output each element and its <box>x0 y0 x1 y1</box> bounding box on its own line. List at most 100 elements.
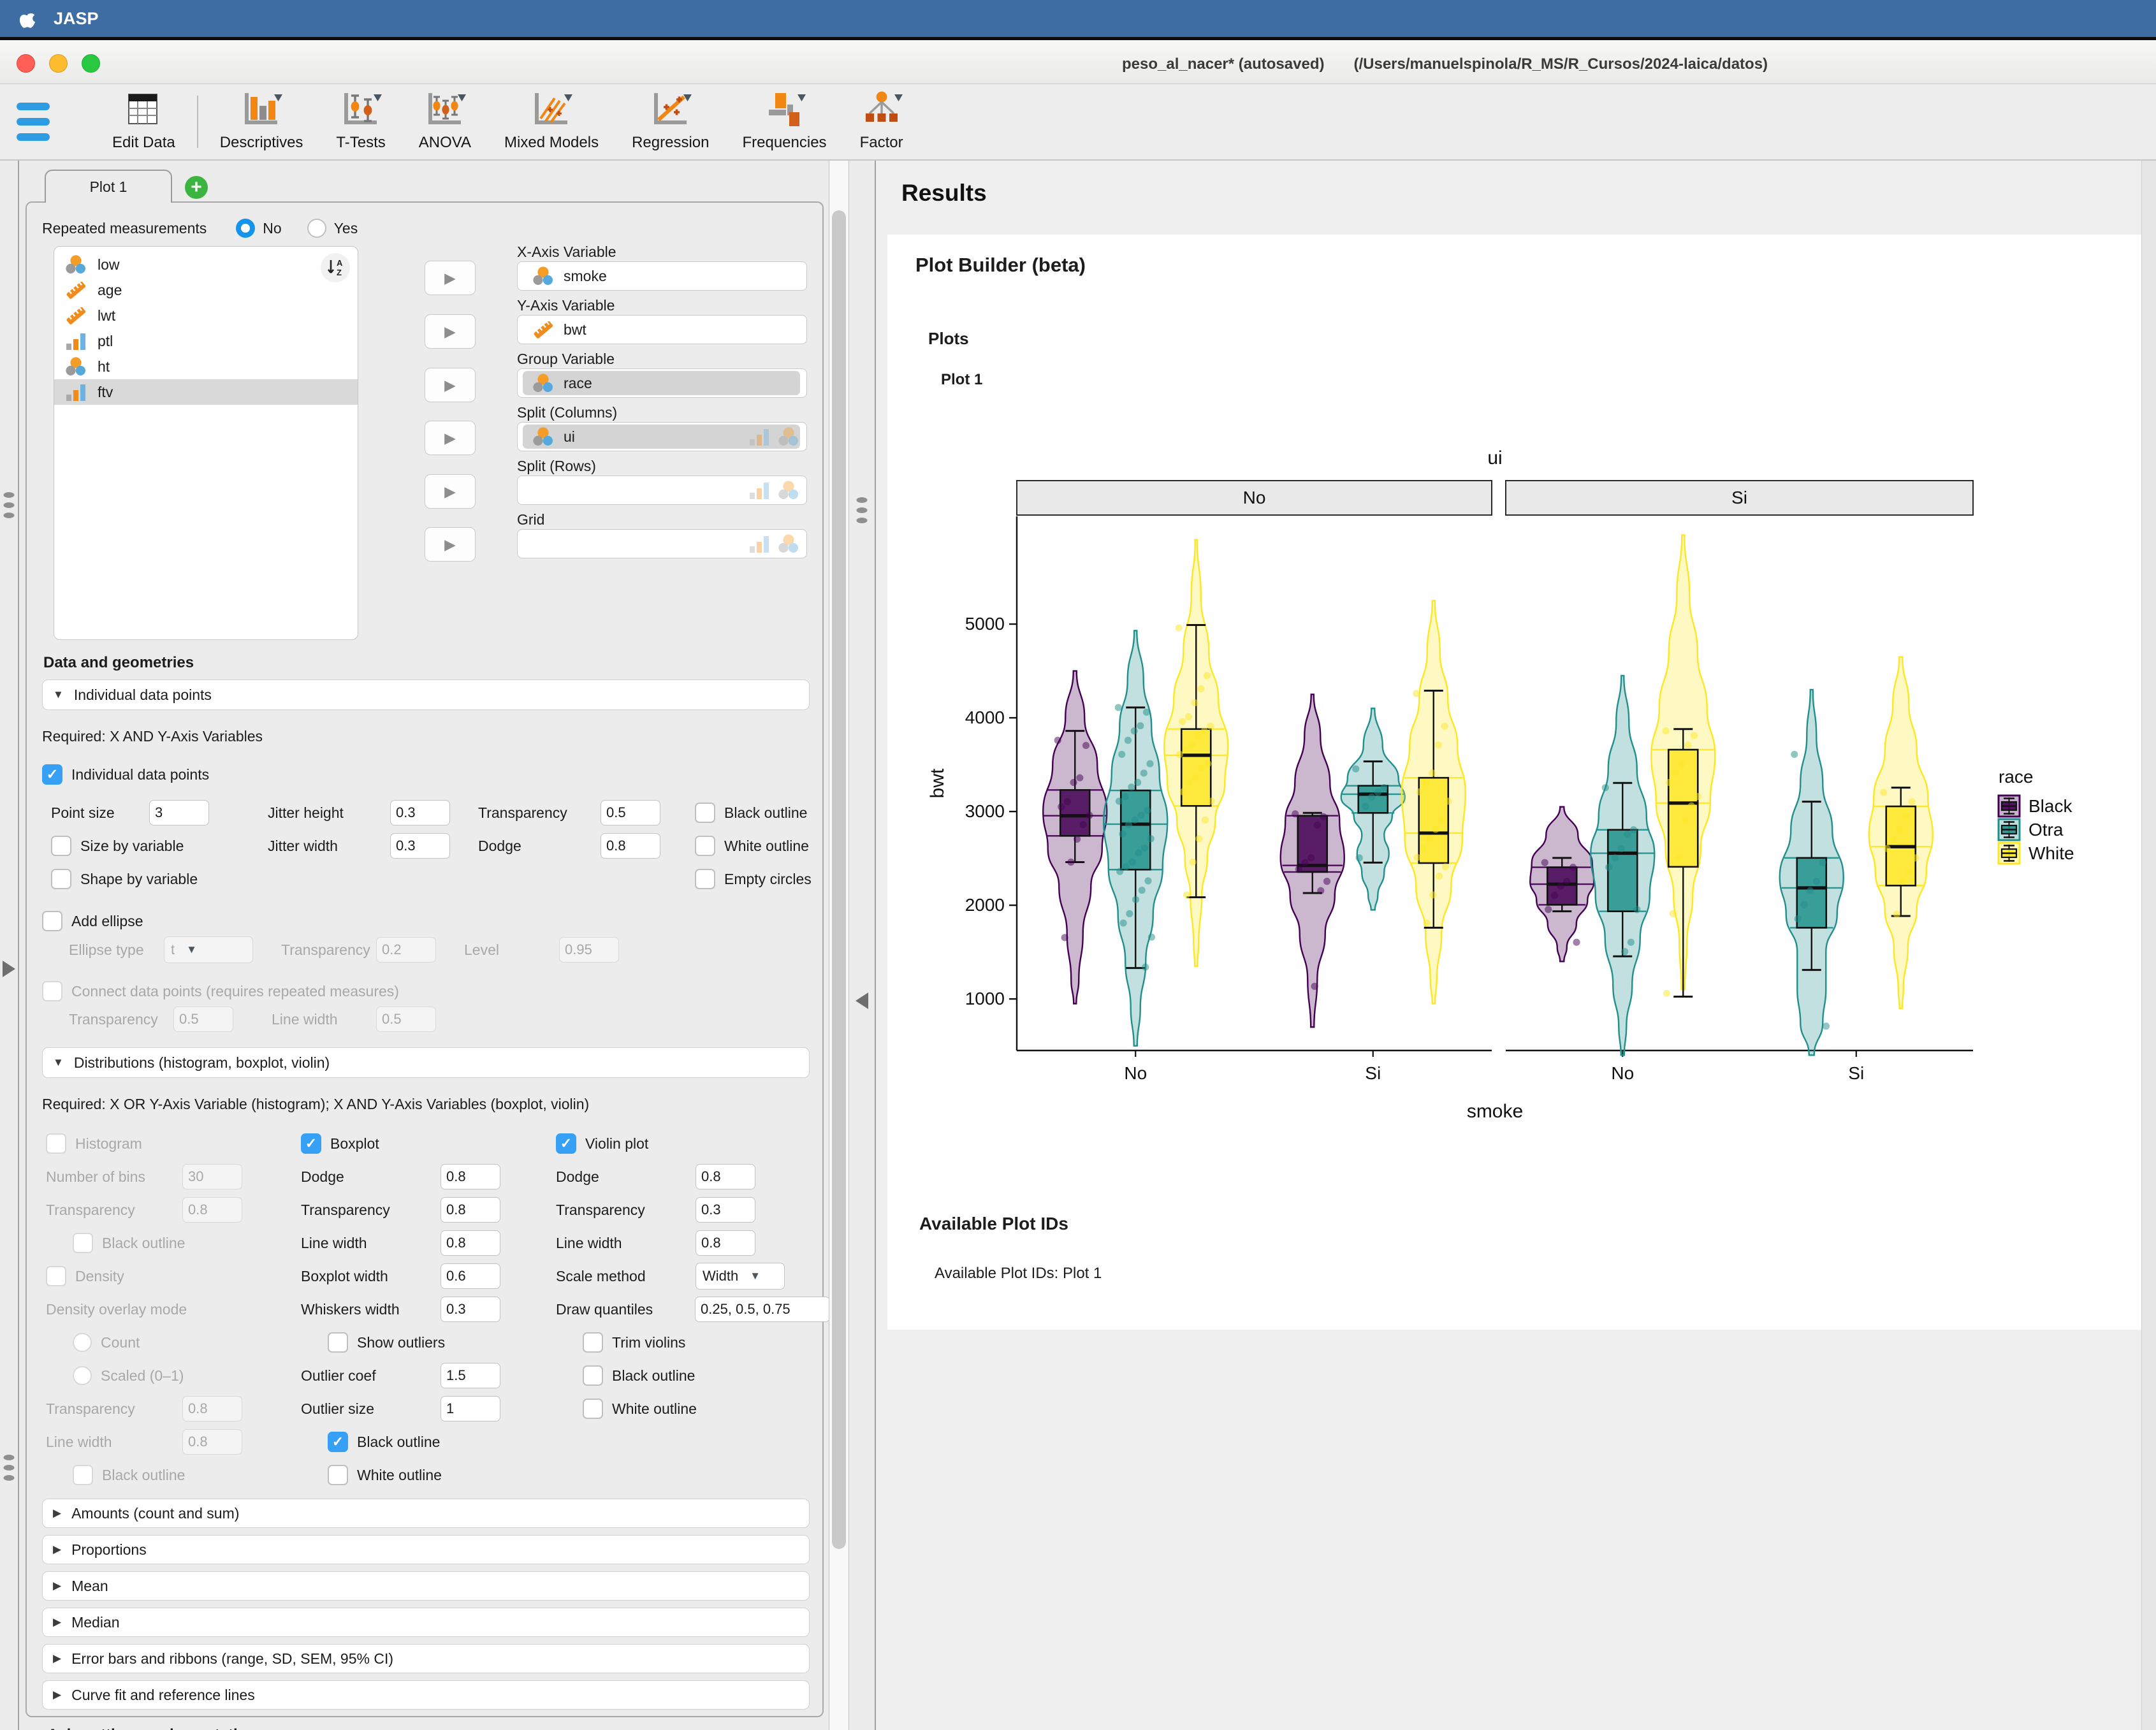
text-input[interactable] <box>182 1396 242 1421</box>
checkbox[interactable] <box>46 1133 66 1154</box>
toolbar-item-edit-data[interactable]: Edit Data <box>96 84 192 159</box>
checkbox[interactable] <box>583 1365 603 1386</box>
assign-variable-button-0[interactable]: ▶ <box>425 261 476 295</box>
assigned-variable-chip[interactable]: smoke <box>523 264 800 288</box>
text-input[interactable] <box>441 1363 500 1388</box>
radio-button[interactable] <box>73 1366 92 1385</box>
assign-variable-button-2[interactable]: ▶ <box>425 368 476 402</box>
checkbox[interactable]: ✓ <box>556 1133 576 1154</box>
toolbar-item-anova[interactable]: ANOVA <box>402 84 488 159</box>
checkbox[interactable] <box>583 1399 603 1419</box>
drag-handle-icon[interactable] <box>4 1455 15 1481</box>
dropdown[interactable]: t▼ <box>164 936 253 963</box>
text-input[interactable] <box>182 1429 242 1455</box>
text-input[interactable] <box>173 1007 233 1032</box>
results-scroll-gutter[interactable] <box>2141 161 2156 1730</box>
variable-drop-zone[interactable]: race <box>517 368 807 398</box>
drag-handle-icon[interactable] <box>4 492 15 518</box>
add-plot-tab-button[interactable]: + <box>185 176 208 199</box>
close-window-button[interactable] <box>17 54 35 73</box>
minimize-window-button[interactable] <box>49 54 68 73</box>
plots-subheading[interactable]: Plots <box>928 329 969 349</box>
text-input[interactable] <box>441 1297 500 1322</box>
variable-drop-zone[interactable]: ui <box>517 422 807 451</box>
radio-button[interactable] <box>73 1333 92 1352</box>
panel-median[interactable]: ▶Median <box>42 1608 810 1637</box>
toolbar-item-factor[interactable]: Factor <box>843 84 920 159</box>
assign-variable-button-1[interactable]: ▶ <box>425 314 476 349</box>
variable-row-ptl[interactable]: ptl <box>54 328 358 354</box>
text-input[interactable] <box>696 1197 755 1223</box>
text-input[interactable] <box>441 1164 500 1189</box>
text-input[interactable] <box>182 1197 242 1223</box>
repeated-choice-yes[interactable]: Yes <box>307 219 358 238</box>
drag-handle-icon[interactable] <box>857 497 868 523</box>
checkbox[interactable] <box>73 1233 93 1253</box>
checkbox[interactable]: ✓ <box>42 764 62 785</box>
checkbox[interactable] <box>73 1465 93 1485</box>
scrollbar-thumb[interactable] <box>832 210 846 1549</box>
checkbox[interactable]: ✓ <box>328 1432 348 1452</box>
checkbox[interactable] <box>42 981 62 1001</box>
text-input[interactable] <box>182 1164 242 1189</box>
panel-amounts-count-and-sum-[interactable]: ▶Amounts (count and sum) <box>42 1499 810 1528</box>
apple-logo-icon[interactable] <box>19 8 37 29</box>
text-input[interactable] <box>376 1007 436 1032</box>
main-menu-button[interactable] <box>0 84 70 159</box>
tab-plot-1[interactable]: Plot 1 <box>45 170 172 203</box>
violin-box-plot[interactable]: uiNoSi10002000300040005000NoSiNoSismokeb… <box>918 433 2129 1186</box>
checkbox[interactable] <box>695 803 715 823</box>
text-input[interactable] <box>441 1263 500 1289</box>
checkbox[interactable] <box>328 1465 348 1485</box>
text-input[interactable] <box>376 937 436 963</box>
checkbox[interactable] <box>51 869 71 889</box>
toolbar-item-regression[interactable]: Regression <box>615 84 725 159</box>
checkbox[interactable] <box>695 836 715 856</box>
checkbox[interactable] <box>46 1266 66 1286</box>
text-input[interactable] <box>441 1230 500 1256</box>
toolbar-item-frequencies[interactable]: Frequencies <box>725 84 843 159</box>
variable-row-age[interactable]: age <box>54 277 358 303</box>
checkbox[interactable] <box>583 1332 603 1353</box>
panel-mean[interactable]: ▶Mean <box>42 1571 810 1601</box>
panel-curve-fit-and-reference-lines[interactable]: ▶Curve fit and reference lines <box>42 1680 810 1710</box>
checkbox[interactable] <box>328 1332 348 1353</box>
text-input[interactable] <box>441 1396 500 1421</box>
available-plot-ids-heading[interactable]: Available Plot IDs <box>919 1214 1068 1234</box>
variable-row-lwt[interactable]: lwt <box>54 303 358 328</box>
repeated-choice-no[interactable]: No <box>236 219 281 238</box>
plot-builder-heading[interactable]: Plot Builder (beta) <box>915 254 1086 277</box>
variable-drop-zone[interactable] <box>517 476 807 505</box>
collapse-options-arrow-icon[interactable] <box>856 992 868 1009</box>
text-input[interactable] <box>149 800 209 825</box>
checkbox[interactable] <box>42 911 62 931</box>
text-input[interactable] <box>390 800 450 825</box>
text-input[interactable] <box>601 800 660 825</box>
collapse-left-arrow-icon[interactable] <box>3 961 15 977</box>
text-input[interactable] <box>390 833 450 859</box>
plot1-subheading[interactable]: Plot 1 <box>941 371 982 389</box>
dropdown[interactable]: Width▼ <box>696 1263 785 1290</box>
panel-error-bars-and-ribbons-range-sd-sem-95-ci-[interactable]: ▶Error bars and ribbons (range, SD, SEM,… <box>42 1644 810 1673</box>
variable-row-ftv[interactable]: ftv <box>54 379 358 405</box>
variable-row-low[interactable]: low <box>54 252 358 277</box>
text-input[interactable] <box>695 1297 829 1322</box>
assign-variable-button-3[interactable]: ▶ <box>425 421 476 455</box>
assign-variable-button-4[interactable]: ▶ <box>425 474 476 509</box>
checkbox[interactable] <box>695 869 715 889</box>
text-input[interactable] <box>601 833 660 859</box>
zoom-window-button[interactable] <box>82 54 100 73</box>
variable-drop-zone[interactable] <box>517 529 807 558</box>
text-input[interactable] <box>696 1164 755 1189</box>
variable-row-ht[interactable]: ht <box>54 354 358 379</box>
options-scrollbar[interactable] <box>829 161 849 1730</box>
variable-drop-zone[interactable]: bwt <box>517 315 807 344</box>
panel-individual-data-points[interactable]: ▼ Individual data points <box>42 680 810 710</box>
checkbox[interactable] <box>51 836 71 856</box>
toolbar-item-mixed-models[interactable]: Mixed Models <box>488 84 615 159</box>
variable-drop-zone[interactable]: smoke <box>517 261 807 291</box>
text-input[interactable] <box>696 1230 755 1256</box>
radio-button[interactable] <box>307 219 326 238</box>
sort-variables-button[interactable]: A Z <box>321 253 350 282</box>
assigned-variable-chip[interactable]: bwt <box>523 317 800 342</box>
